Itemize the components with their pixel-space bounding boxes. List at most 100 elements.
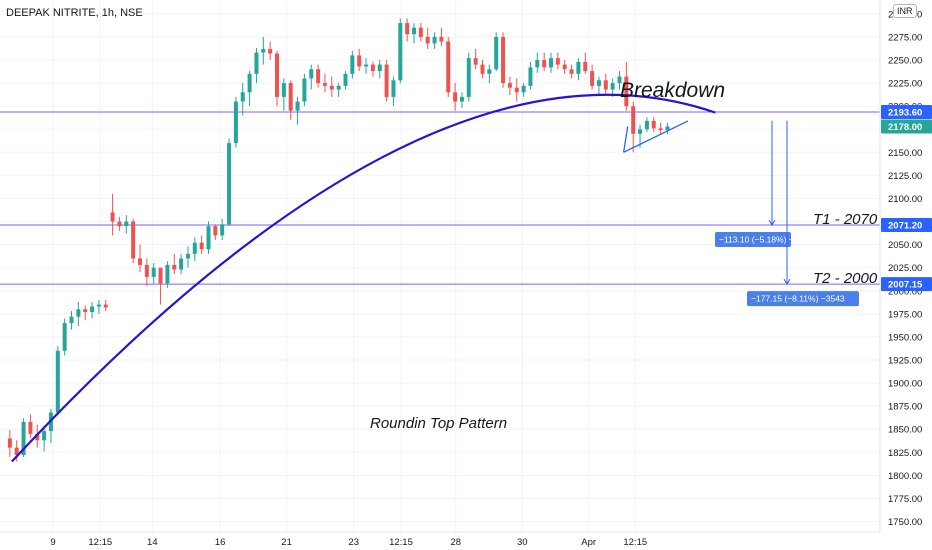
candle-body [644, 120, 649, 130]
candle-body [233, 101, 238, 144]
y-tick-label: 1850.00 [888, 425, 922, 436]
candle-body [295, 101, 300, 111]
candle-body [569, 69, 574, 74]
x-tick-label: 28 [450, 537, 461, 548]
candle-body [165, 264, 170, 284]
candle-body [412, 27, 416, 35]
candle-body [596, 80, 601, 86]
candle-body [227, 143, 232, 225]
y-tick-label: 1925.00 [888, 356, 922, 367]
candle-body [562, 64, 567, 70]
candle-body [213, 226, 218, 236]
candle-body [453, 92, 458, 102]
x-tick-label: 12:15 [88, 537, 112, 548]
x-tick-label: 21 [281, 537, 292, 548]
candle-body [631, 106, 636, 134]
price-badge [881, 119, 932, 134]
drawings: −113.10 (−5.18%) −2262 −177.15 (−8.11%) −… [11, 93, 859, 463]
y-tick-label: 2275.00 [888, 32, 922, 43]
time-axis[interactable]: 9 12:15 14 16 21 23 12:15 28 30 Apr 12:15 [50, 537, 647, 548]
candle-body [542, 60, 547, 68]
x-tick-label: 14 [147, 537, 158, 548]
candle-body [350, 55, 355, 74]
candle-body [261, 48, 266, 53]
candle-body [329, 85, 334, 90]
candle-body [398, 23, 403, 81]
candle-body [439, 36, 444, 42]
candle-body [459, 96, 464, 102]
y-tick-label: 2150.00 [888, 148, 922, 159]
candle-body [336, 85, 341, 90]
x-tick-label: Apr [581, 537, 596, 548]
price-badge [881, 105, 932, 120]
candle-body [275, 53, 279, 97]
candle-body [364, 64, 369, 67]
annotation-labels: Breakdown T1 - 2070 T2 - 2000 Roundin To… [370, 79, 878, 432]
candle-body [76, 309, 81, 317]
candle-body [316, 69, 321, 84]
candle-body [110, 212, 115, 222]
candle-body [288, 83, 293, 111]
candle-body [144, 264, 149, 277]
candle-body [377, 64, 382, 72]
target-1-label: T1 - 2070 [813, 211, 878, 228]
measure-arrowhead [783, 278, 791, 286]
candle-body [514, 87, 519, 93]
candle-body [90, 306, 95, 312]
candle-body [343, 73, 348, 86]
candle-body [617, 76, 622, 84]
candle-body [425, 36, 430, 44]
candle-body [322, 83, 327, 86]
measure-box-text: −177.15 (−8.11%) −3543 [751, 294, 845, 304]
candle-body [384, 64, 389, 97]
candle-body [138, 258, 142, 265]
candle-body [590, 71, 595, 86]
price-badge [881, 218, 932, 233]
y-tick-label: 1775.00 [888, 494, 922, 505]
x-tick-label: 23 [348, 537, 359, 548]
candle-body [117, 221, 122, 227]
rounding-top-arc [11, 93, 716, 463]
price-badge-text: 2178.00 [888, 122, 922, 133]
candle-body [103, 304, 108, 308]
candle-body [268, 48, 273, 54]
price-badge [881, 277, 932, 292]
candle-body [220, 224, 225, 236]
candle-body [199, 242, 204, 250]
candle-body [370, 64, 375, 72]
y-tick-label: 2000.00 [888, 286, 922, 297]
candle-body [555, 58, 560, 65]
target-2-label: T2 - 2000 [813, 270, 878, 287]
candle-body [69, 316, 74, 324]
currency-badge[interactable]: INR [893, 4, 917, 18]
pattern-label: Roundin Top Pattern [370, 415, 507, 432]
candle-body [14, 447, 19, 456]
y-tick-label: 1900.00 [888, 379, 922, 390]
y-tick-label: 2100.00 [888, 194, 922, 205]
candle-body [658, 128, 663, 131]
y-tick-label: 2225.00 [888, 79, 922, 90]
price-axis[interactable]: 1750.00 1775.00 1800.00 1825.00 1850.00 1875.… [888, 9, 922, 528]
candle-body [158, 267, 163, 284]
candle-body [62, 323, 67, 351]
candle-body [131, 221, 136, 259]
candle-body [507, 83, 512, 88]
candle-body [432, 36, 437, 44]
candle-body [185, 253, 190, 259]
x-tick-label: 16 [215, 537, 226, 548]
candle-body [521, 85, 526, 93]
candle-body [83, 309, 88, 312]
symbol-legend[interactable]: DEEPAK NITRITE, 1h, NSE [6, 7, 143, 19]
y-tick-label: 2050.00 [888, 240, 922, 251]
y-tick-label: 1825.00 [888, 448, 922, 459]
candle-body [28, 421, 33, 434]
candle-body [466, 58, 471, 97]
candle-body [665, 126, 670, 131]
candle-body [610, 83, 615, 90]
measure-box [715, 232, 791, 248]
candle-body [494, 36, 499, 70]
y-tick-label: 1950.00 [888, 332, 922, 343]
x-tick-label: 9 [50, 537, 55, 548]
